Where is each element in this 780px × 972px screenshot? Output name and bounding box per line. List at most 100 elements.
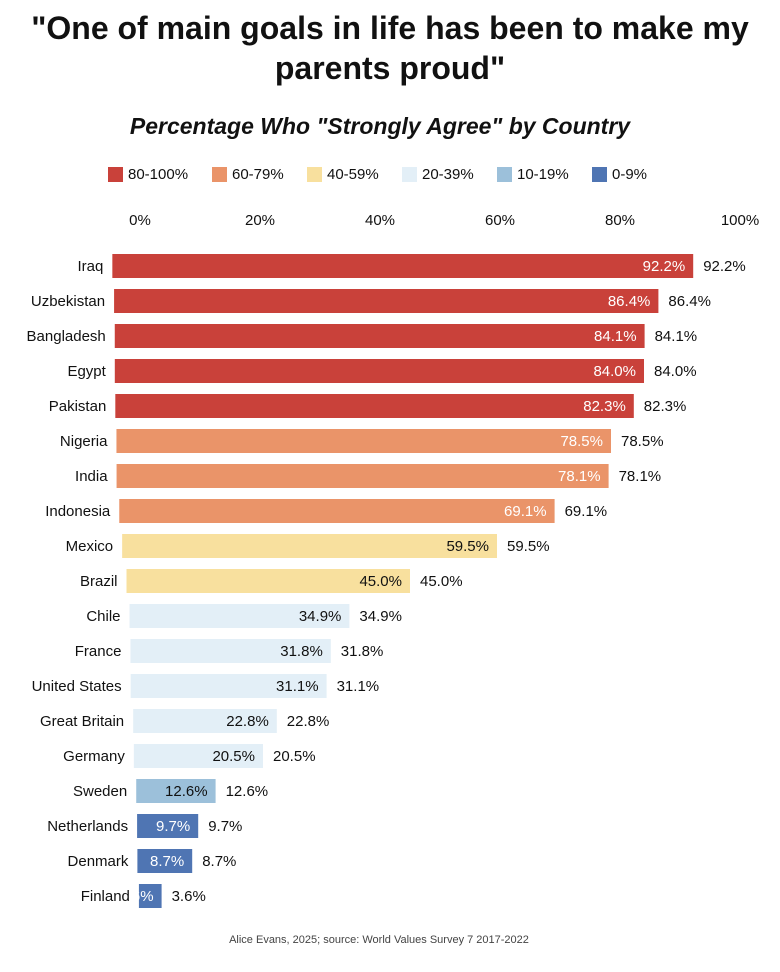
- legend-item-60-79: 60-79%: [212, 166, 284, 183]
- legend-label: 40-59%: [327, 166, 379, 183]
- bar-value-label: 20.5%: [273, 748, 316, 765]
- x-tick-label: 60%: [485, 212, 515, 229]
- bar-inner-label: 8.7%: [150, 853, 184, 870]
- bar: [114, 324, 645, 348]
- bar-inner-label: 84.1%: [594, 328, 637, 345]
- bar: [136, 779, 216, 803]
- bar: [112, 254, 694, 278]
- x-tick-label: 40%: [365, 212, 395, 229]
- bar: [126, 569, 410, 593]
- bar-inner-label: 78.5%: [560, 433, 603, 450]
- bar: [116, 429, 611, 453]
- bar-inner-label: 45.0%: [359, 573, 402, 590]
- bar: [114, 359, 645, 383]
- bar: [137, 849, 193, 873]
- legend-label: 80-100%: [128, 166, 189, 183]
- bar-inner-label: 31.1%: [276, 678, 319, 695]
- legend-label: 20-39%: [422, 166, 474, 183]
- bar-inner-label: 3.6%: [119, 888, 153, 905]
- legend-label: 0-9%: [612, 166, 648, 183]
- legend: 80-100% 60-79% 40-59% 20-39% 10-19% 0-9%: [0, 166, 780, 190]
- bar-value-label: 84.0%: [654, 363, 697, 380]
- legend-swatch: [108, 167, 123, 182]
- bar-value-label: 78.5%: [621, 433, 664, 450]
- legend-swatch: [592, 167, 607, 182]
- category-label: Brazil: [80, 573, 118, 590]
- legend-label: 10-19%: [517, 166, 569, 183]
- category-label: Iraq: [77, 258, 103, 275]
- legend-label: 60-79%: [232, 166, 284, 183]
- bar-value-label: 84.1%: [655, 328, 698, 345]
- bar: [116, 464, 609, 488]
- bar-value-label: 59.5%: [507, 538, 550, 555]
- bar-inner-label: 34.9%: [299, 608, 342, 625]
- bar: [138, 884, 162, 908]
- category-label: Great Britain: [40, 713, 124, 730]
- legend-item-40-59: 40-59%: [307, 166, 379, 183]
- bar-value-label: 45.0%: [420, 573, 463, 590]
- bar: [119, 499, 555, 523]
- category-label: Denmark: [68, 853, 129, 870]
- bar-inner-label: 31.8%: [280, 643, 323, 660]
- bar-inner-label: 59.5%: [446, 538, 489, 555]
- legend-swatch: [307, 167, 322, 182]
- category-label: Chile: [86, 608, 120, 625]
- category-label: Finland: [81, 888, 130, 905]
- bar-value-label: 22.8%: [287, 713, 330, 730]
- chart-title-line-1: "One of main goals in life has been to m…: [31, 10, 749, 46]
- bar-inner-label: 92.2%: [643, 258, 686, 275]
- category-label: Mexico: [66, 538, 114, 555]
- category-label: United States: [32, 678, 122, 695]
- chart-title-line-2: parents proud": [274, 50, 506, 86]
- category-label: Netherlands: [47, 818, 128, 835]
- category-label: Uzbekistan: [31, 293, 105, 310]
- bar-inner-label: 82.3%: [583, 398, 626, 415]
- bar: [133, 744, 263, 768]
- bar-value-label: 12.6%: [226, 783, 269, 800]
- bar-value-label: 86.4%: [668, 293, 711, 310]
- bar-value-label: 3.6%: [172, 888, 206, 905]
- bar-inner-label: 20.5%: [212, 748, 255, 765]
- bar-value-label: 9.7%: [208, 818, 242, 835]
- bar: [115, 394, 634, 418]
- category-label: Bangladesh: [27, 328, 106, 345]
- bar: [129, 604, 350, 628]
- bar: [130, 639, 331, 663]
- bar-inner-label: 12.6%: [165, 783, 208, 800]
- bar: [130, 674, 327, 698]
- category-label: Sweden: [73, 783, 127, 800]
- bar-inner-label: 84.0%: [593, 363, 636, 380]
- bar-inner-label: 22.8%: [226, 713, 269, 730]
- x-tick-label: 100%: [721, 212, 759, 229]
- category-label: Indonesia: [45, 503, 111, 520]
- category-label: France: [75, 643, 122, 660]
- source-footer: Alice Evans, 2025; source: World Values …: [229, 934, 529, 946]
- chart-subtitle: Percentage Who "Strongly Agree" by Count…: [129, 113, 631, 139]
- x-tick-label: 80%: [605, 212, 635, 229]
- bar-value-label: 8.7%: [202, 853, 236, 870]
- legend-swatch: [402, 167, 417, 182]
- category-label: Pakistan: [49, 398, 107, 415]
- x-tick-label: 0%: [129, 212, 151, 229]
- x-tick-label: 20%: [245, 212, 275, 229]
- bar: [122, 534, 498, 558]
- bar-value-label: 31.8%: [341, 643, 384, 660]
- legend-item-0-9: 0-9%: [592, 166, 647, 183]
- category-label: Egypt: [67, 363, 106, 380]
- bar-value-label: 69.1%: [565, 503, 608, 520]
- bar: [137, 814, 199, 838]
- legend-item-80-100: 80-100%: [108, 166, 188, 183]
- bar-value-label: 92.2%: [703, 258, 746, 275]
- bar-value-label: 82.3%: [644, 398, 687, 415]
- bar-inner-label: 86.4%: [608, 293, 651, 310]
- bar-value-label: 78.1%: [619, 468, 662, 485]
- legend-item-10-19: 10-19%: [497, 166, 569, 183]
- chart-title: "One of main goals in life has been to m…: [0, 8, 780, 88]
- legend-item-20-39: 20-39%: [402, 166, 474, 183]
- category-label: Nigeria: [60, 433, 108, 450]
- bar: [133, 709, 277, 733]
- bar-inner-label: 69.1%: [504, 503, 547, 520]
- bar-value-label: 34.9%: [359, 608, 402, 625]
- bar: [114, 289, 659, 313]
